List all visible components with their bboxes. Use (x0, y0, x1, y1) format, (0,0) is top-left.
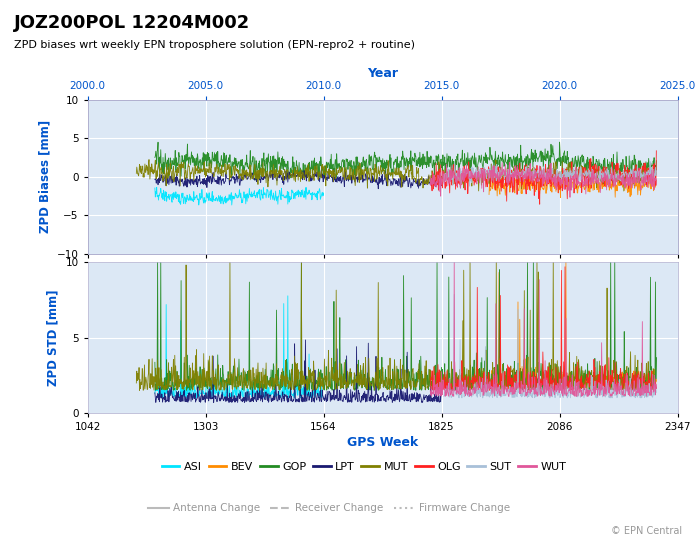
Legend: Antenna Change, Receiver Change, Firmware Change: Antenna Change, Receiver Change, Firmwar… (148, 503, 510, 513)
Y-axis label: ZPD STD [mm]: ZPD STD [mm] (47, 289, 60, 386)
Y-axis label: ZPD Biases [mm]: ZPD Biases [mm] (38, 120, 51, 233)
Text: ZPD biases wrt weekly EPN troposphere solution (EPN-repro2 + routine): ZPD biases wrt weekly EPN troposphere so… (14, 40, 415, 51)
Text: JOZ200POL 12204M002: JOZ200POL 12204M002 (14, 14, 251, 31)
X-axis label: GPS Week: GPS Week (347, 436, 418, 449)
Legend: ASI, BEV, GOP, LPT, MUT, OLG, SUT, WUT: ASI, BEV, GOP, LPT, MUT, OLG, SUT, WUT (162, 462, 566, 472)
X-axis label: Year: Year (367, 67, 398, 80)
Text: © EPN Central: © EPN Central (611, 525, 682, 536)
